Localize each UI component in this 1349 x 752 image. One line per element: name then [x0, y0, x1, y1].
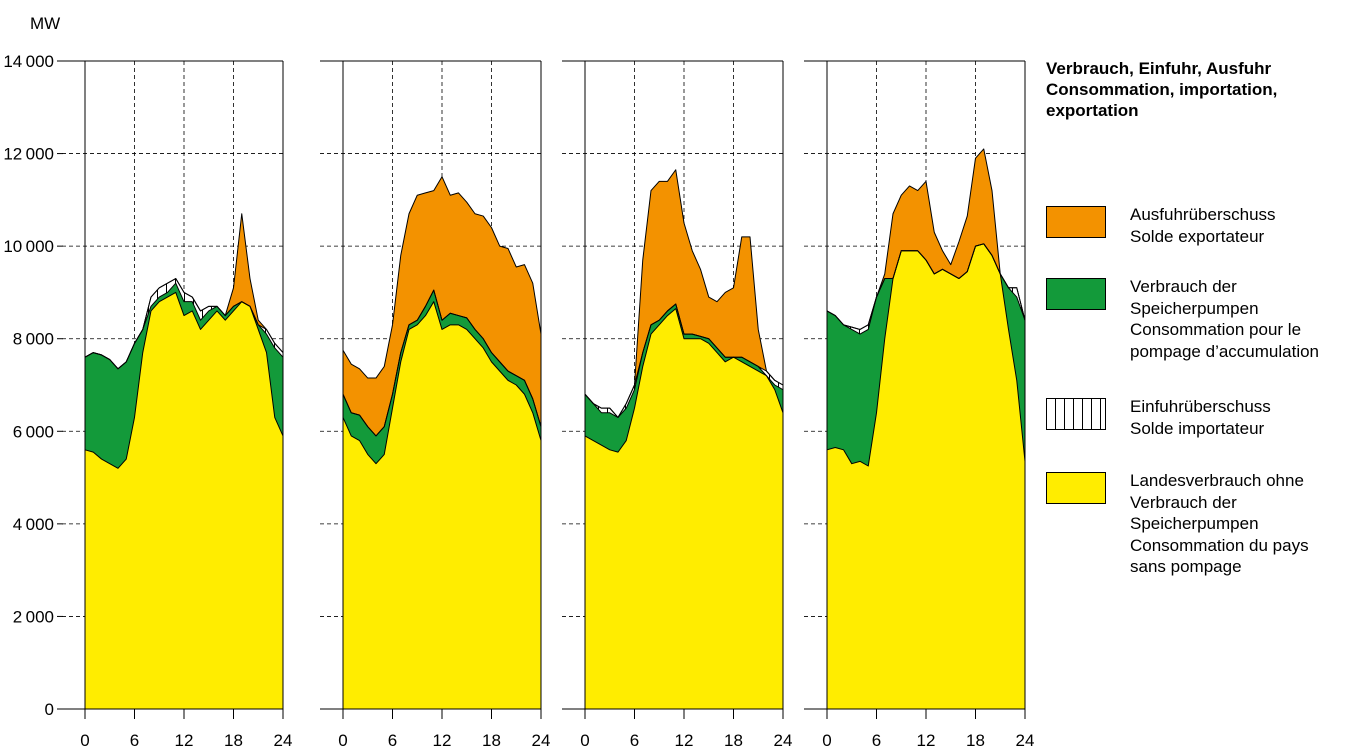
legend-label-line: Solde importateur [1130, 418, 1265, 438]
x-tick-label: 12 [175, 731, 194, 750]
area-base-consumption [827, 243, 1025, 710]
area-export-surplus [343, 176, 541, 436]
legend-item-export: Ausfuhrüberschuss Solde exportateur [1046, 204, 1346, 296]
legend-label-line: Consommation pour le [1130, 320, 1302, 339]
legend-label-pump: Verbrauch der Speicherpumpen Consommatio… [1130, 276, 1345, 362]
legend-label-import: Einfuhrüberschuss Solde importateur [1130, 396, 1345, 439]
x-tick-label: 24 [274, 731, 293, 750]
x-tick-label: 24 [774, 731, 793, 750]
x-tick-label: 0 [338, 731, 347, 750]
y-tick-label: 0 [45, 700, 54, 719]
chart-panel-3: 0 6 12 18 24 [562, 60, 793, 750]
x-tick-label: 18 [724, 731, 743, 750]
series-line [342, 289, 542, 437]
legend-title-line: Verbrauch, Einfuhr, Ausfuhr [1046, 59, 1272, 78]
legend-swatch-base [1046, 472, 1106, 504]
legend-label-line: sans pompage [1130, 557, 1242, 576]
y-axis: 0 2 000 4 000 6 000 8 000 10 000 12 000 14 000 [3, 52, 63, 719]
legend-label-line: pompage d’accumulation [1130, 341, 1320, 361]
area-pump-consumption [343, 290, 541, 464]
y-tick-label: 14 000 [3, 52, 54, 71]
legend-title-line: exportation [1046, 101, 1139, 120]
y-tick-label: 8 000 [13, 330, 54, 349]
x-tick-label: 6 [388, 731, 397, 750]
legend-label-export: Ausfuhrüberschuss Solde exportateur [1130, 204, 1345, 247]
series-line [826, 243, 1026, 467]
chart-panel-1: 0 6 12 18 24 [62, 60, 293, 750]
x-tick-label: 24 [1016, 731, 1035, 750]
y-tick-label: 4 000 [13, 515, 54, 534]
x-tick-label: 0 [580, 731, 589, 750]
legend-swatch-pump [1046, 278, 1106, 310]
legend-label-line: Consommation du pays [1130, 535, 1309, 555]
area-import-surplus [85, 278, 283, 369]
x-tick-label: 12 [675, 731, 694, 750]
legend-label-line: Ausfuhrüberschuss [1130, 205, 1276, 224]
legend-item-pump: Verbrauch der Speicherpumpen Consommatio… [1046, 276, 1346, 368]
x-tick-label: 0 [822, 731, 831, 750]
legend-label-line: Verbrauch der [1130, 277, 1237, 296]
x-tick-label: 0 [80, 731, 89, 750]
x-tick-label: 6 [630, 731, 639, 750]
y-tick-label: 6 000 [13, 422, 54, 441]
y-tick-label: 2 000 [13, 607, 54, 626]
legend-label-base: Landesverbrauch ohne Verbrauch der Speic… [1130, 470, 1345, 578]
series-line [342, 176, 542, 379]
legend-swatch-import [1046, 398, 1106, 430]
chart-panel-2: 0 6 12 18 24 [320, 60, 551, 750]
legend-title: Verbrauch, Einfuhr, Ausfuhr Consommation… [1046, 58, 1346, 121]
area-pump-consumption [85, 283, 283, 469]
area-export-surplus [85, 213, 283, 369]
chart-panel-4: 0 6 12 18 24 [804, 60, 1035, 750]
area-export-surplus [827, 148, 1025, 335]
x-tick-label: 18 [482, 731, 501, 750]
area-base-consumption [85, 292, 283, 709]
legend-label-line: Verbrauch der [1130, 492, 1237, 512]
chart-panels: 0 6 12 18 24 0 6 12 18 24 0 6 12 18 24 0 6 12 18 24 [62, 60, 1035, 750]
legend-item-import: Einfuhrüberschuss Solde importateur [1046, 396, 1346, 488]
x-tick-label: 6 [130, 731, 139, 750]
legend-label-line: Solde exportateur [1130, 226, 1265, 246]
x-tick-label: 18 [224, 731, 243, 750]
x-tick-label: 24 [532, 731, 551, 750]
area-pump-consumption [585, 304, 783, 453]
legend-label-line: Speicherpumpen [1130, 514, 1259, 533]
series-line [584, 303, 784, 418]
series-line [84, 291, 284, 469]
y-tick-label: 12 000 [3, 145, 54, 164]
series-line [342, 301, 542, 465]
legend-swatch-export [1046, 206, 1106, 238]
y-unit-label: MW [30, 14, 60, 33]
legend-label-line: Speicherpumpen [1130, 298, 1259, 318]
series-line [584, 308, 784, 453]
y-tick-label: 10 000 [3, 237, 54, 256]
x-tick-label: 12 [433, 731, 452, 750]
legend-item-base: Landesverbrauch ohne Verbrauch der Speic… [1046, 471, 1346, 576]
area-export-surplus [585, 169, 783, 418]
legend-label-line: Landesverbrauch ohne [1130, 471, 1304, 490]
legend-label-line: Einfuhrüberschuss [1130, 397, 1271, 416]
area-base-consumption [343, 301, 541, 709]
x-tick-label: 12 [917, 731, 936, 750]
legend-title-line: Consommation, importation, [1046, 80, 1278, 99]
x-tick-label: 18 [966, 731, 985, 750]
x-tick-label: 6 [872, 731, 881, 750]
